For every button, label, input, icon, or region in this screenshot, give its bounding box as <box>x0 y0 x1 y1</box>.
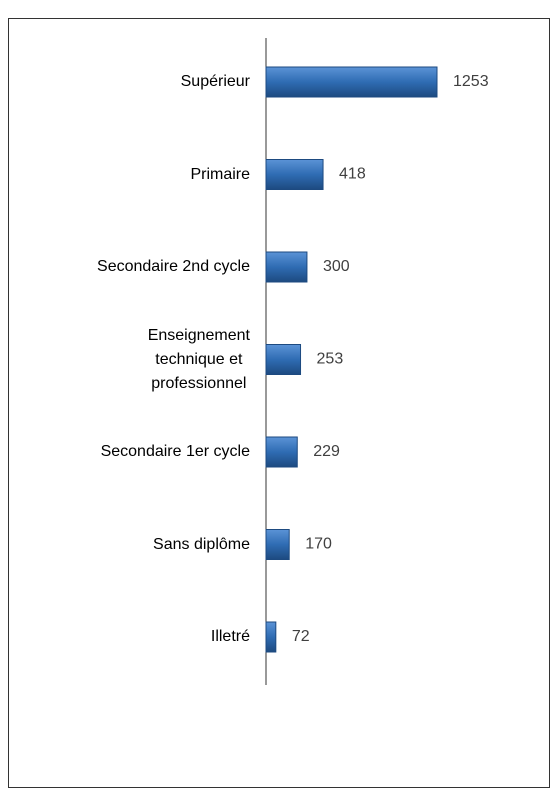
category-label: Primaire <box>190 165 250 183</box>
value-label: 1253 <box>453 73 489 90</box>
value-label: 300 <box>323 258 350 275</box>
bar <box>265 344 302 375</box>
bar <box>265 251 308 283</box>
value-label: 229 <box>313 443 340 460</box>
bar <box>265 436 298 468</box>
category-label: Illetré <box>210 628 250 645</box>
category-label: Secondaire 2nd cycle <box>97 258 250 275</box>
value-label: 72 <box>292 628 310 645</box>
category-label: Secondaire 1er cycle <box>100 443 250 460</box>
value-label: 170 <box>305 536 332 553</box>
category-label: Enseignement technique et professionnel <box>147 326 250 392</box>
bar <box>265 621 277 653</box>
bar <box>265 529 290 560</box>
bar <box>265 66 438 98</box>
value-label: 418 <box>339 166 366 183</box>
category-label: Supérieur <box>180 73 250 90</box>
value-label: 253 <box>317 351 344 368</box>
category-label: Sans diplôme <box>153 535 250 553</box>
bar <box>265 159 324 190</box>
